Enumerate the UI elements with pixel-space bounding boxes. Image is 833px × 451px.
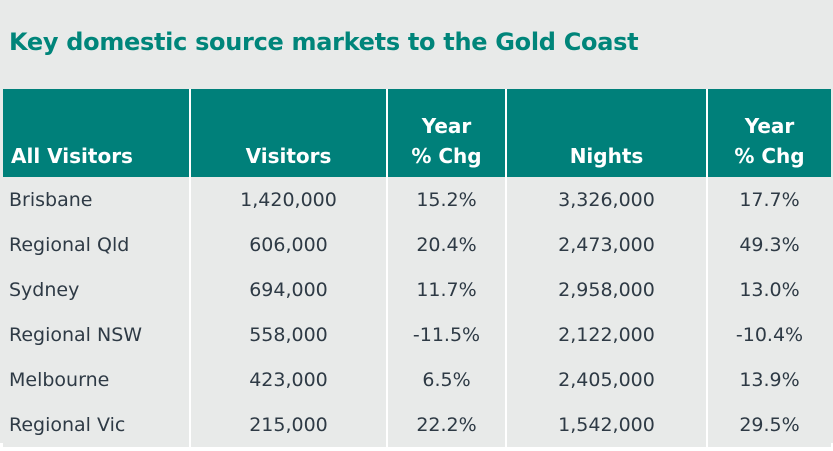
cell-market: Melbourne	[3, 357, 191, 402]
table-row: Regional NSW 558,000 -11.5% 2,122,000 -10.4%	[3, 312, 831, 357]
header-year: Year	[421, 114, 472, 138]
table-row: Melbourne 423,000 6.5% 2,405,000 13.9%	[3, 357, 831, 402]
cell-nights-year-chg: 29.5%	[706, 402, 831, 447]
header-pct-chg: % Chg	[734, 144, 805, 168]
header-visitors: Visitors	[189, 89, 388, 177]
cell-nights-year-chg: -10.4%	[706, 312, 831, 357]
cell-market: Regional Vic	[3, 402, 191, 447]
cell-visitors: 606,000	[189, 222, 388, 267]
cell-market: Regional Qld	[3, 222, 191, 267]
header-pct-chg: % Chg	[411, 144, 482, 168]
cell-nights-year-chg: 13.9%	[706, 357, 831, 402]
header-row: All Visitors Visitors Year % Chg Nights Y…	[3, 89, 831, 177]
cell-nights-year-chg: 17.7%	[706, 177, 831, 222]
header-all-visitors: All Visitors	[3, 89, 191, 177]
cell-nights: 2,473,000	[505, 222, 708, 267]
cell-visitors-year-chg: 6.5%	[386, 357, 507, 402]
table-row: Regional Vic 215,000 22.2% 1,542,000 29.5%	[3, 402, 831, 447]
header-visitors-year-chg: Year % Chg	[386, 89, 507, 177]
cell-visitors-year-chg: 15.2%	[386, 177, 507, 222]
header-year: Year	[744, 114, 795, 138]
cell-nights-year-chg: 49.3%	[706, 222, 831, 267]
cell-visitors-year-chg: 11.7%	[386, 267, 507, 312]
cell-visitors-year-chg: -11.5%	[386, 312, 507, 357]
table-row: Regional Qld 606,000 20.4% 2,473,000 49.3%	[3, 222, 831, 267]
cell-nights: 1,542,000	[505, 402, 708, 447]
header-nights: Nights	[505, 89, 708, 177]
table-row: Sydney 694,000 11.7% 2,958,000 13.0%	[3, 267, 831, 312]
cell-visitors: 423,000	[189, 357, 388, 402]
cell-nights-year-chg: 13.0%	[706, 267, 831, 312]
cell-market: Sydney	[3, 267, 191, 312]
page-title: Key domestic source markets to the Gold …	[9, 28, 639, 56]
markets-table: All Visitors Visitors Year % Chg Nights Y…	[3, 89, 831, 447]
cell-nights: 2,405,000	[505, 357, 708, 402]
cell-visitors-year-chg: 20.4%	[386, 222, 507, 267]
cell-visitors: 1,420,000	[189, 177, 388, 222]
cell-visitors: 558,000	[189, 312, 388, 357]
cell-visitors-year-chg: 22.2%	[386, 402, 507, 447]
cell-nights: 2,958,000	[505, 267, 708, 312]
cell-market: Regional NSW	[3, 312, 191, 357]
cell-market: Brisbane	[3, 177, 191, 222]
table-row: Brisbane 1,420,000 15.2% 3,326,000 17.7%	[3, 177, 831, 222]
cell-nights: 3,326,000	[505, 177, 708, 222]
cell-nights: 2,122,000	[505, 312, 708, 357]
cell-visitors: 215,000	[189, 402, 388, 447]
header-nights-year-chg: Year % Chg	[706, 89, 831, 177]
cell-visitors: 694,000	[189, 267, 388, 312]
